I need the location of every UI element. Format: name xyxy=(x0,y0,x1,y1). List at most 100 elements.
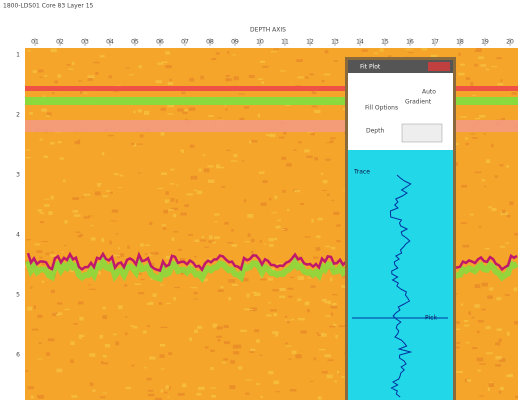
left-tick-label: 5 xyxy=(16,292,20,299)
noise xyxy=(153,293,157,296)
noise xyxy=(456,342,460,344)
noise xyxy=(125,316,127,317)
trace-panel xyxy=(348,150,453,400)
noise xyxy=(194,292,198,294)
noise xyxy=(487,295,493,298)
noise xyxy=(466,77,470,80)
noise xyxy=(109,241,112,245)
noise xyxy=(194,190,197,192)
noise xyxy=(168,209,174,210)
noise xyxy=(342,376,345,378)
noise xyxy=(157,188,163,189)
noise xyxy=(40,221,44,223)
noise xyxy=(227,51,229,54)
noise xyxy=(145,367,147,369)
noise xyxy=(489,383,494,387)
noise xyxy=(268,278,273,281)
noise xyxy=(461,185,467,188)
noise xyxy=(50,252,53,253)
noise xyxy=(64,245,67,246)
noise xyxy=(242,160,244,161)
noise xyxy=(32,329,38,331)
noise xyxy=(65,309,70,310)
top-tick-label: 06 xyxy=(156,39,164,46)
noise xyxy=(189,338,192,342)
noise xyxy=(336,240,341,242)
noise xyxy=(98,184,101,187)
noise xyxy=(215,221,218,222)
option[interactable]: Gradient xyxy=(405,99,432,106)
noise xyxy=(165,65,171,68)
noise xyxy=(509,201,513,205)
noise xyxy=(311,132,315,135)
noise xyxy=(168,352,172,355)
noise xyxy=(228,297,231,301)
noise xyxy=(212,241,216,243)
noise xyxy=(50,254,56,256)
noise xyxy=(174,287,180,288)
top-tick-label: 17 xyxy=(431,39,439,46)
input-box[interactable] xyxy=(402,124,442,142)
noise xyxy=(111,220,117,221)
noise xyxy=(499,339,502,342)
noise xyxy=(305,76,308,78)
noise xyxy=(211,58,216,60)
noise xyxy=(160,344,165,345)
option[interactable]: Fill Options xyxy=(365,105,398,112)
noise xyxy=(126,67,130,68)
noise xyxy=(467,379,471,382)
noise xyxy=(294,190,300,192)
noise xyxy=(43,96,45,97)
noise xyxy=(191,287,197,288)
option[interactable]: Auto xyxy=(422,89,436,96)
noise xyxy=(314,157,318,160)
noise xyxy=(209,235,213,239)
noise xyxy=(331,200,334,201)
noise xyxy=(27,50,31,51)
noise xyxy=(40,212,45,213)
noise xyxy=(318,218,323,221)
noise xyxy=(230,360,235,364)
top-tick-label: 05 xyxy=(131,39,139,46)
noise xyxy=(234,76,239,80)
noise xyxy=(277,220,281,221)
noise xyxy=(336,224,341,226)
noise xyxy=(343,108,345,110)
noise xyxy=(217,326,223,329)
noise xyxy=(26,239,30,240)
noise xyxy=(279,288,285,291)
noise xyxy=(275,391,280,392)
noise xyxy=(140,134,144,137)
noise xyxy=(456,371,463,373)
noise xyxy=(173,214,176,217)
noise xyxy=(145,253,148,254)
option[interactable]: Depth xyxy=(366,128,384,135)
noise xyxy=(475,172,482,174)
noise xyxy=(182,112,187,114)
noise xyxy=(186,193,193,195)
noise xyxy=(249,75,255,78)
close-button[interactable] xyxy=(428,62,450,71)
top-tick-label: 19 xyxy=(481,39,489,46)
noise xyxy=(124,284,127,286)
noise xyxy=(217,339,220,341)
noise xyxy=(482,179,485,181)
noise xyxy=(50,142,55,145)
noise xyxy=(286,163,292,166)
noise xyxy=(39,342,42,344)
noise xyxy=(110,192,113,194)
noise xyxy=(161,132,165,135)
noise xyxy=(476,48,482,51)
noise xyxy=(79,335,84,337)
noise xyxy=(25,370,28,372)
noise xyxy=(325,50,328,53)
noise xyxy=(36,250,42,253)
noise xyxy=(331,306,337,309)
noise xyxy=(495,364,501,367)
noise xyxy=(331,247,336,249)
noise xyxy=(88,78,93,81)
noise xyxy=(197,326,202,329)
noise xyxy=(491,144,493,147)
noise xyxy=(70,341,74,345)
popup[interactable]: Fit Plot Auto Gradient Fill Options Dept… xyxy=(345,57,456,400)
